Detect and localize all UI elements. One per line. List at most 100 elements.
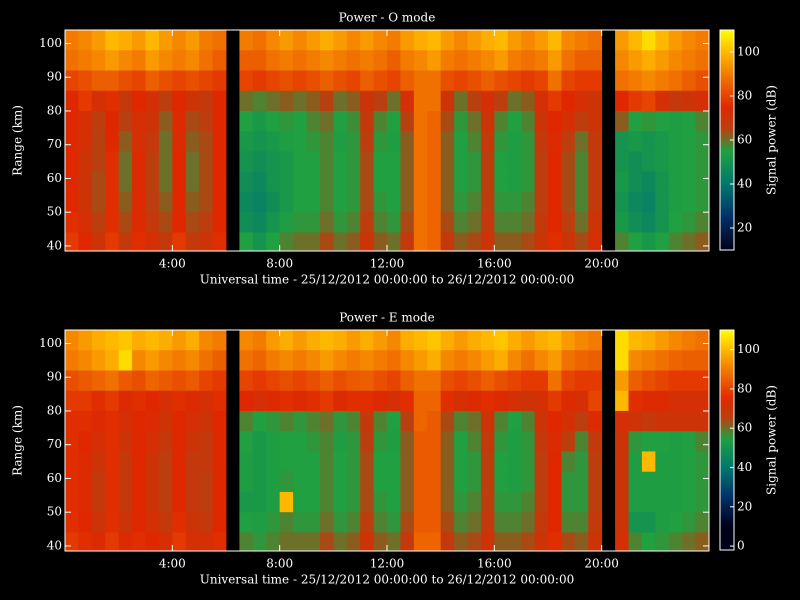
heatmap-cell [508, 330, 522, 351]
heatmap-cell [172, 391, 186, 412]
heatmap-cell [65, 370, 79, 391]
heatmap-cell [213, 212, 227, 233]
heatmap-cell [92, 451, 106, 472]
heatmap-cell [615, 391, 629, 412]
heatmap-cell [78, 111, 92, 132]
heatmap-cell [400, 50, 414, 71]
heatmap-cell [92, 350, 106, 371]
heatmap-cell [427, 192, 441, 213]
heatmap-cell [508, 492, 522, 513]
heatmap-cell [535, 212, 549, 233]
heatmap-cell [682, 192, 696, 213]
heatmap-cell [374, 151, 388, 172]
heatmap-cell [669, 131, 683, 152]
heatmap-cell [561, 172, 575, 193]
heatmap-cell [682, 391, 696, 412]
heatmap-cell [696, 492, 710, 513]
heatmap-cell [293, 192, 307, 213]
heatmap-cell [307, 50, 321, 71]
heatmap-cell [105, 70, 119, 91]
heatmap-cell [360, 431, 374, 452]
heatmap-cell [186, 391, 200, 412]
heatmap-cell [400, 472, 414, 493]
heatmap-cell [508, 192, 522, 213]
heatmap-cell [213, 391, 227, 412]
heatmap-cell [293, 411, 307, 432]
heatmap-cell [78, 232, 92, 251]
heatmap-cell [374, 532, 388, 551]
heatmap-cell [481, 512, 495, 533]
heatmap-cell [669, 30, 683, 51]
heatmap-cell [146, 370, 160, 391]
heatmap-cell [669, 91, 683, 112]
heatmap-cell [696, 532, 710, 551]
heatmap-cell [280, 532, 294, 551]
heatmap-cell [186, 111, 200, 132]
colorbar-label: Signal power (dB) [765, 85, 779, 195]
heatmap-cell [374, 30, 388, 51]
heatmap-cell [629, 111, 643, 132]
heatmap-cell [172, 350, 186, 371]
heatmap-cell [615, 111, 629, 132]
heatmap-cell [669, 350, 683, 371]
heatmap-cell [307, 330, 321, 351]
heatmap-cell [146, 411, 160, 432]
heatmap-cell [253, 131, 267, 152]
heatmap-cell [213, 330, 227, 351]
heatmap-cell [642, 330, 656, 351]
heatmap-cell [293, 350, 307, 371]
heatmap-cell [65, 151, 79, 172]
heatmap-cell [441, 111, 455, 132]
heatmap-cell [682, 232, 696, 251]
heatmap-cell [535, 451, 549, 472]
heatmap-cell [132, 472, 146, 493]
heatmap-cell [548, 30, 562, 51]
heatmap-cell [374, 131, 388, 152]
heatmap-cell [427, 172, 441, 193]
heatmap-cell [561, 532, 575, 551]
heatmap-cell [535, 370, 549, 391]
heatmap-cell [132, 91, 146, 112]
heatmap-cell [253, 512, 267, 533]
heatmap-cell [360, 512, 374, 533]
heatmap-cell [132, 532, 146, 551]
heatmap-cell [454, 212, 468, 233]
heatmap-cell [468, 111, 482, 132]
heatmap-cell [387, 411, 401, 432]
heatmap-cell [360, 50, 374, 71]
heatmap-cell [655, 172, 669, 193]
colorbar-tick-label: 40 [737, 177, 752, 191]
heatmap-cell [655, 111, 669, 132]
heatmap-cell [508, 91, 522, 112]
heatmap-cell [655, 151, 669, 172]
heatmap-cell [253, 151, 267, 172]
y-tick-label: 40 [47, 238, 62, 252]
heatmap-cell [521, 172, 535, 193]
heatmap-cell [535, 431, 549, 452]
heatmap-cell [239, 532, 253, 551]
heatmap-cell [588, 192, 602, 213]
heatmap-cell [119, 192, 133, 213]
heatmap-cell [320, 472, 334, 493]
heatmap-cell [561, 232, 575, 251]
heatmap-cell [186, 91, 200, 112]
heatmap-cell [333, 131, 347, 152]
heatmap-cell [414, 151, 428, 172]
heatmap-cell [481, 350, 495, 371]
heatmap-cell [575, 91, 589, 112]
heatmap-cell [239, 391, 253, 412]
heatmap-cell [320, 391, 334, 412]
heatmap-cell [293, 70, 307, 91]
heatmap-cell [696, 350, 710, 371]
heatmap-cell [320, 172, 334, 193]
heatmap-cell [575, 411, 589, 432]
heatmap-cell [78, 330, 92, 351]
heatmap-cell [266, 370, 280, 391]
heatmap-cell [508, 111, 522, 132]
heatmap-cell [347, 411, 361, 432]
heatmap-cell [199, 232, 213, 251]
heatmap-cell [65, 232, 79, 251]
heatmap-cell [92, 492, 106, 513]
heatmap-cell [400, 492, 414, 513]
heatmap-cell [588, 111, 602, 132]
